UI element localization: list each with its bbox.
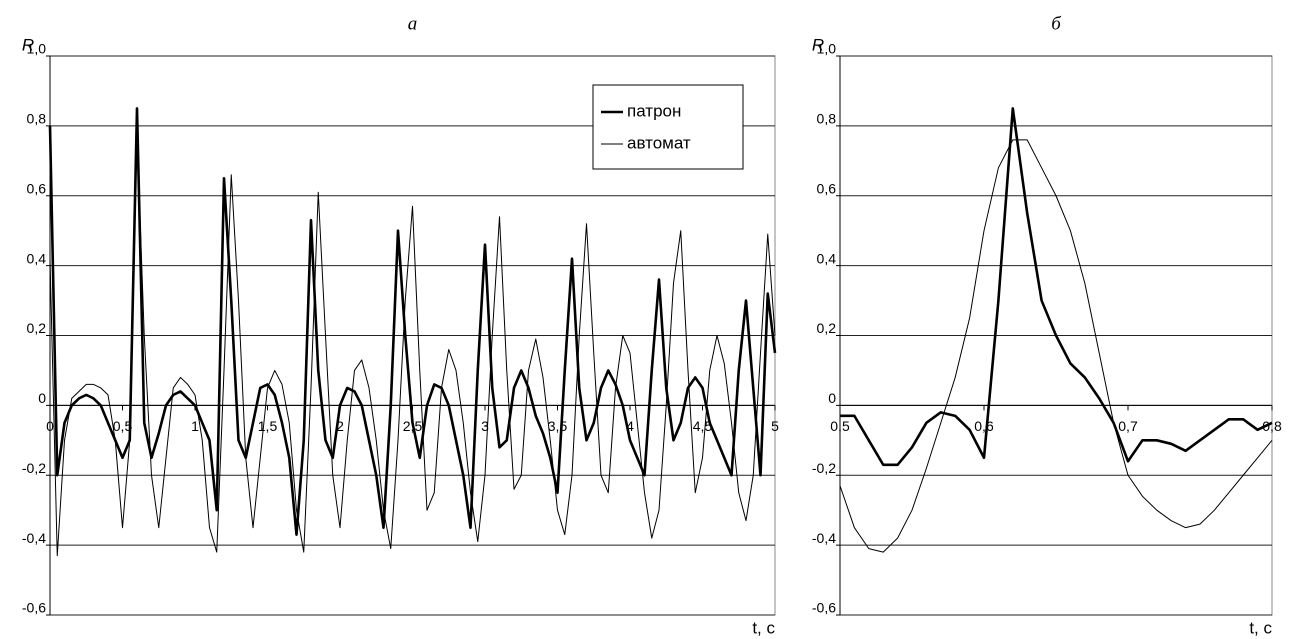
legend-label: патрон	[627, 101, 681, 120]
panel-title: а	[408, 13, 418, 34]
x-tick-label: 1	[191, 418, 199, 434]
y-tick-label: -0,4	[812, 530, 836, 546]
x-tick-label: 0,7	[1118, 418, 1138, 434]
y-tick-label: 0,6	[817, 180, 837, 196]
series-line	[840, 107, 1273, 467]
panel-title: б	[1051, 13, 1062, 34]
y-tick-label: 1,0	[27, 41, 47, 57]
x-tick-label: 0,5	[830, 418, 850, 434]
y-axis-label: R	[812, 35, 824, 54]
y-tick-label: -0,2	[812, 460, 836, 476]
y-tick-label: 0,8	[27, 111, 47, 127]
y-tick-label: 1,0	[817, 41, 837, 57]
x-axis-label: t, с	[752, 618, 775, 637]
y-tick-label: 0,4	[817, 250, 837, 266]
x-tick-label: 3	[481, 418, 489, 434]
x-tick-label: 0	[46, 418, 54, 434]
y-tick-label: 0,2	[27, 320, 47, 336]
y-axis-label: R	[22, 35, 34, 54]
x-tick-label: 0,8	[1262, 418, 1282, 434]
y-tick-label: -0,4	[22, 530, 46, 546]
series-line	[48, 107, 777, 536]
x-tick-label: 2	[336, 418, 344, 434]
series-line	[49, 132, 776, 557]
y-tick-label: -0,6	[22, 600, 46, 616]
y-tick-label: 0,8	[817, 111, 837, 127]
x-tick-label: 0,6	[974, 418, 994, 434]
series-line	[839, 139, 1273, 553]
y-tick-label: 0,6	[27, 180, 47, 196]
x-tick-label: 3,5	[548, 418, 568, 434]
y-tick-label: -0,2	[22, 460, 46, 476]
x-tick-label: 0,5	[113, 418, 133, 434]
y-tick-label: 0,4	[27, 250, 47, 266]
legend-box	[592, 84, 744, 170]
x-tick-label: 4,5	[693, 418, 713, 434]
x-tick-label: 1,5	[258, 418, 278, 434]
y-tick-label: 0,2	[817, 320, 837, 336]
x-tick-label: 5	[771, 418, 779, 434]
x-axis-label: t, с	[1249, 618, 1272, 637]
x-tick-label: 4	[626, 418, 634, 434]
y-tick-label: 0	[38, 390, 46, 406]
legend-label: автомат	[627, 133, 691, 152]
y-tick-label: -0,6	[812, 600, 836, 616]
y-tick-label: 0	[828, 390, 836, 406]
